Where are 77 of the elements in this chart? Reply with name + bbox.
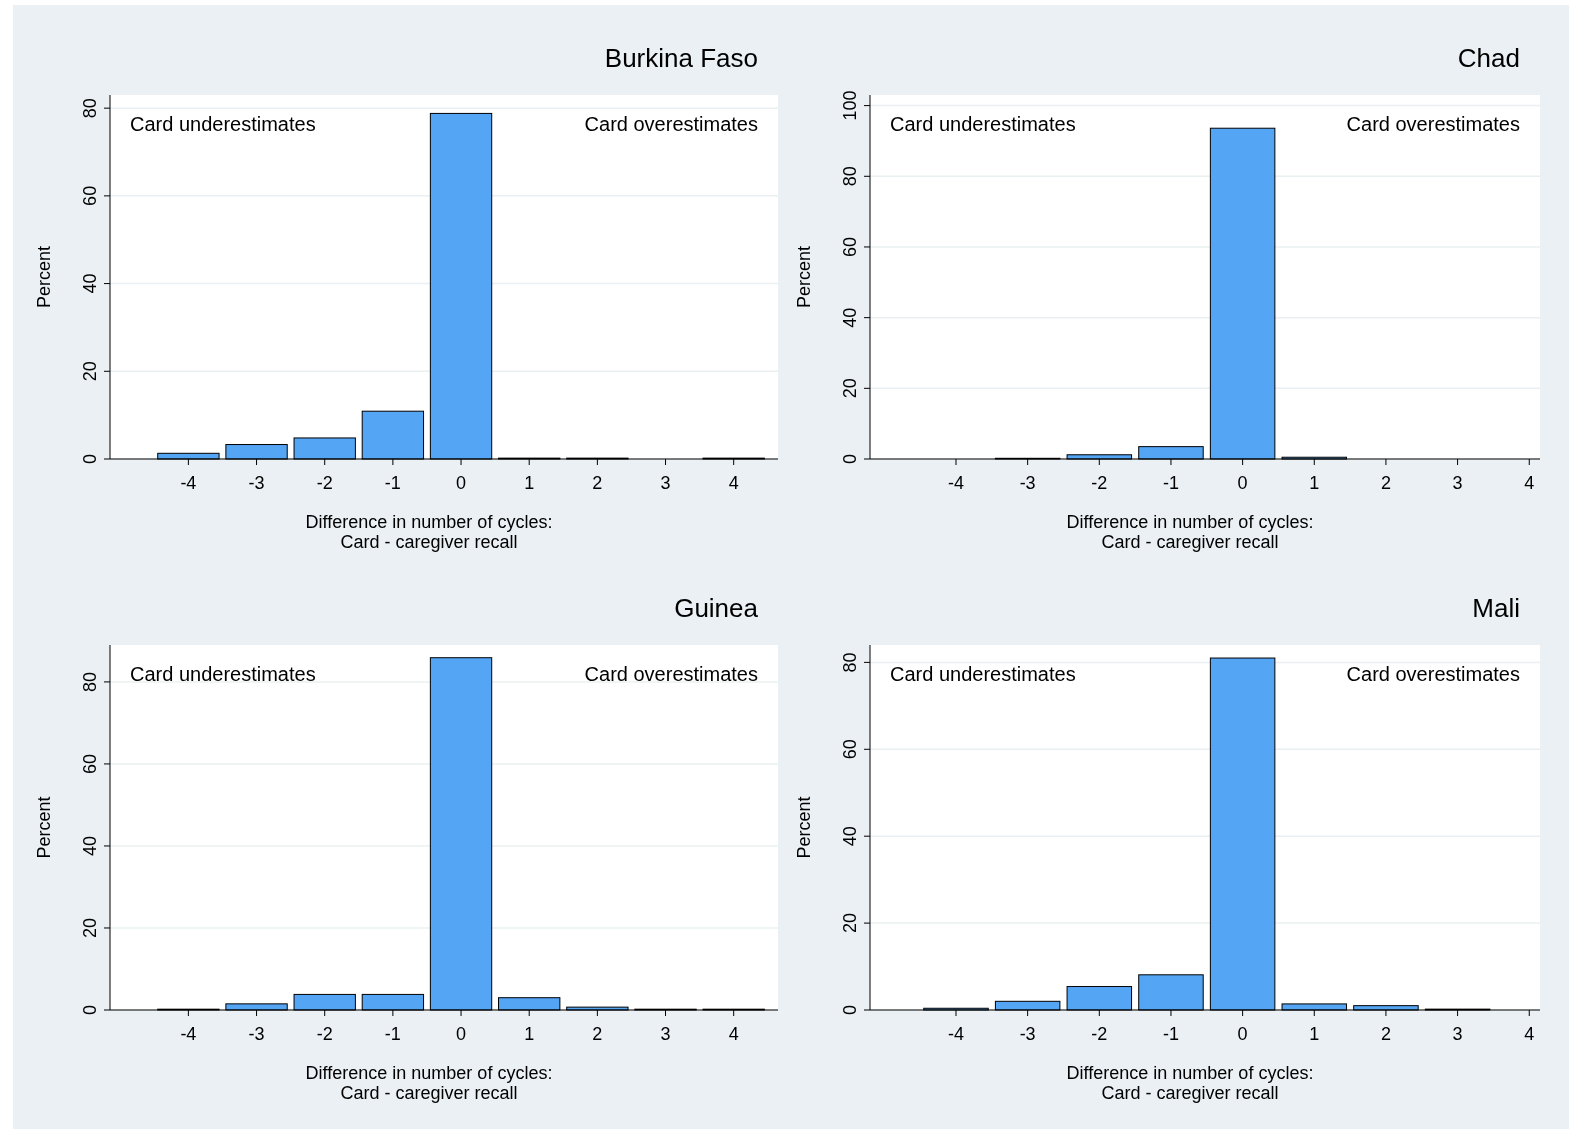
x-axis-title: Difference in number of cycles: Card - caregiver recall xyxy=(305,1063,553,1103)
x-tick-label: -2 xyxy=(316,1024,333,1044)
x-tick-label: 2 xyxy=(592,473,603,493)
y-tick-label: 20 xyxy=(840,913,860,934)
x-tick-label: 1 xyxy=(1309,473,1320,493)
y-tick-label: 40 xyxy=(840,826,860,847)
x-tick-label: 1 xyxy=(524,473,535,493)
annotation: Card underestimates xyxy=(890,663,1076,685)
y-tick-label: 40 xyxy=(840,307,860,328)
x-tick-label: 3 xyxy=(660,1024,671,1044)
x-tick-label: -1 xyxy=(384,473,401,493)
x-tick-label: 2 xyxy=(1380,473,1391,493)
x-tick-label: 1 xyxy=(524,1024,535,1044)
y-tick-label: 80 xyxy=(80,98,100,119)
annotation: Card overestimates xyxy=(584,663,758,685)
x-tick-label: 3 xyxy=(1452,473,1463,493)
x-tick-label: -1 xyxy=(1162,1024,1179,1044)
x-tick-label: 3 xyxy=(1452,1024,1463,1044)
x-tick-label: -3 xyxy=(248,1024,265,1044)
x-tick-label: 4 xyxy=(728,473,739,493)
x-tick-label: 4 xyxy=(1524,1024,1535,1044)
y-tick-label: 80 xyxy=(80,671,100,692)
y-tick-label: 100 xyxy=(840,90,860,121)
y-tick-label: 40 xyxy=(80,273,100,294)
x-tick-label: -4 xyxy=(180,1024,197,1044)
annotation: Card underestimates xyxy=(130,113,316,135)
x-tick-label: -2 xyxy=(1091,1024,1108,1044)
annotation: Card overestimates xyxy=(584,113,758,135)
y-tick-label: 0 xyxy=(80,1004,100,1016)
x-tick-label: 0 xyxy=(1237,473,1248,493)
x-tick-label: 1 xyxy=(1309,1024,1320,1044)
x-tick-label: -3 xyxy=(1019,473,1036,493)
x-tick-label: -1 xyxy=(1162,473,1179,493)
x-tick-label: 0 xyxy=(456,473,467,493)
annotation: Card underestimates xyxy=(130,663,316,685)
y-tick-label: 20 xyxy=(80,917,100,938)
y-tick-label: 60 xyxy=(840,236,860,257)
x-tick-label: 3 xyxy=(660,473,671,493)
x-tick-label: -3 xyxy=(1019,1024,1036,1044)
y-tick-label: 0 xyxy=(80,453,100,465)
x-tick-label: -1 xyxy=(384,1024,401,1044)
y-tick-label: 80 xyxy=(840,652,860,673)
x-axis-title: Difference in number of cycles: Card - caregiver recall xyxy=(1066,1063,1314,1103)
x-tick-label: -2 xyxy=(1091,473,1108,493)
y-tick-label: 60 xyxy=(80,753,100,774)
annotation: Card overestimates xyxy=(1346,113,1520,135)
x-tick-label: 4 xyxy=(728,1024,739,1044)
y-axis-title: Percent xyxy=(794,245,814,309)
y-axis-title: Percent xyxy=(34,245,54,309)
chart-title: Guinea xyxy=(674,593,759,623)
y-axis-title: Percent xyxy=(34,796,54,859)
x-axis-title: Difference in number of cycles: Card - caregiver recall xyxy=(305,512,553,552)
y-tick-label: 60 xyxy=(80,185,100,206)
x-tick-label: 2 xyxy=(1380,1024,1391,1044)
x-tick-label: 2 xyxy=(592,1024,603,1044)
x-tick-label: -2 xyxy=(316,473,333,493)
x-tick-label: 4 xyxy=(1524,473,1535,493)
x-tick-label: -3 xyxy=(248,473,265,493)
y-tick-label: 80 xyxy=(840,166,860,187)
annotation: Card underestimates xyxy=(890,113,1076,135)
x-tick-label: -4 xyxy=(947,473,964,493)
y-tick-label: 60 xyxy=(840,739,860,760)
y-axis-title: Percent xyxy=(794,796,814,859)
x-axis-title: Difference in number of cycles: Card - caregiver recall xyxy=(1066,512,1314,552)
y-tick-label: 20 xyxy=(840,378,860,399)
x-tick-label: 0 xyxy=(1237,1024,1248,1044)
x-tick-label: -4 xyxy=(947,1024,964,1044)
chart-title: Mali xyxy=(1472,593,1520,623)
x-tick-label: -4 xyxy=(180,473,197,493)
x-tick-label: 0 xyxy=(456,1024,467,1044)
chart-title: Burkina Faso xyxy=(604,43,758,73)
chart-title: Chad xyxy=(1457,43,1520,73)
y-tick-label: 0 xyxy=(840,453,860,465)
y-tick-label: 20 xyxy=(80,361,100,382)
annotation: Card overestimates xyxy=(1346,663,1520,685)
y-tick-label: 40 xyxy=(80,835,100,856)
y-tick-label: 0 xyxy=(840,1004,860,1016)
